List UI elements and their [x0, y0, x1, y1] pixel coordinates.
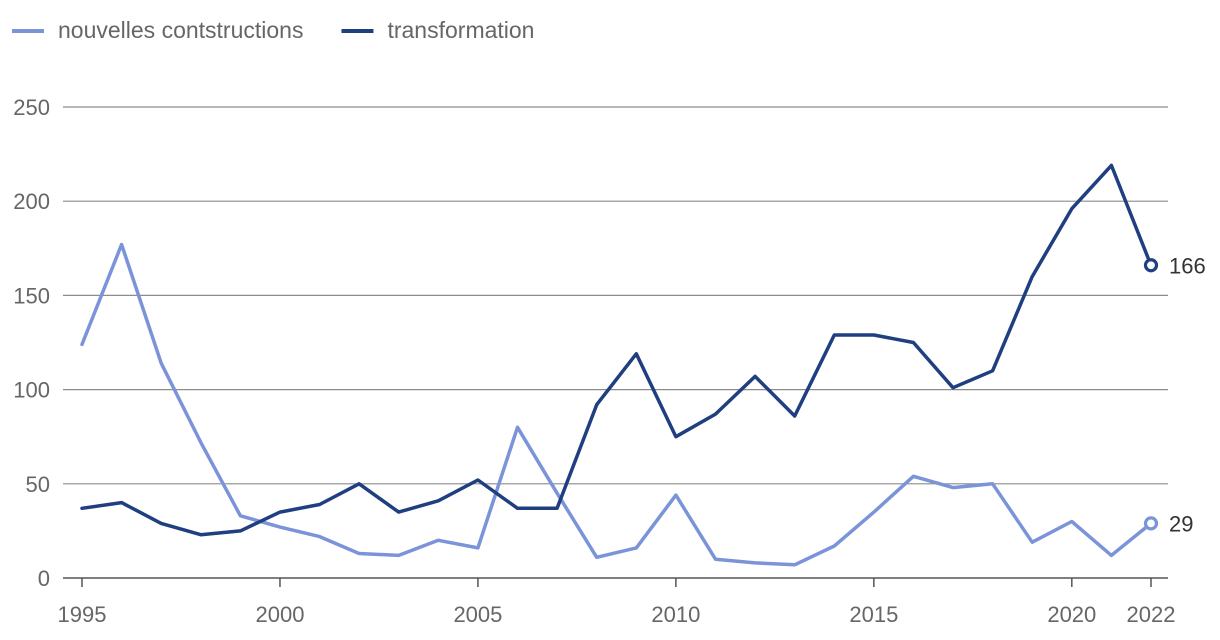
legend: nouvelles contstructions transformation — [12, 17, 534, 43]
x-tick-label-1995: 1995 — [58, 602, 107, 627]
x-tick-label-2010: 2010 — [651, 602, 700, 627]
x-tick-label-2015: 2015 — [849, 602, 898, 627]
series-line-transformation — [80, 163, 1153, 537]
x-tick-label-2022: 2022 — [1127, 602, 1176, 627]
legend-label-transformation: transformation — [387, 17, 534, 43]
y-tick-label-0: 0 — [38, 566, 50, 591]
x-tick-label-2020: 2020 — [1047, 602, 1096, 627]
y-axis: 0 50 100 150 200 250 — [13, 95, 50, 591]
y-tick-label-150: 150 — [13, 283, 50, 308]
end-markers: 29 166 — [1143, 253, 1206, 536]
x-axis: 1995 2000 2005 2010 2015 2020 2022 — [58, 577, 1176, 627]
x-tick-label-2000: 2000 — [255, 602, 304, 627]
legend-label-nouvelles-contstructions: nouvelles contstructions — [58, 17, 303, 43]
series-line-nouvelles-contstructions — [80, 242, 1153, 567]
y-tick-label-200: 200 — [13, 189, 50, 214]
grid-lines — [63, 106, 1168, 485]
series-lines — [80, 163, 1153, 567]
y-tick-label-100: 100 — [13, 378, 50, 403]
end-point-transformation — [1143, 258, 1159, 273]
x-tick-label-2005: 2005 — [453, 602, 502, 627]
end-label-transformation: 166 — [1169, 253, 1206, 278]
y-tick-label-50: 50 — [26, 472, 50, 497]
y-tick-label-250: 250 — [13, 95, 50, 120]
end-label-nouvelles-contstructions: 29 — [1169, 511, 1193, 536]
end-point-nouvelles-contstructions — [1143, 516, 1159, 531]
